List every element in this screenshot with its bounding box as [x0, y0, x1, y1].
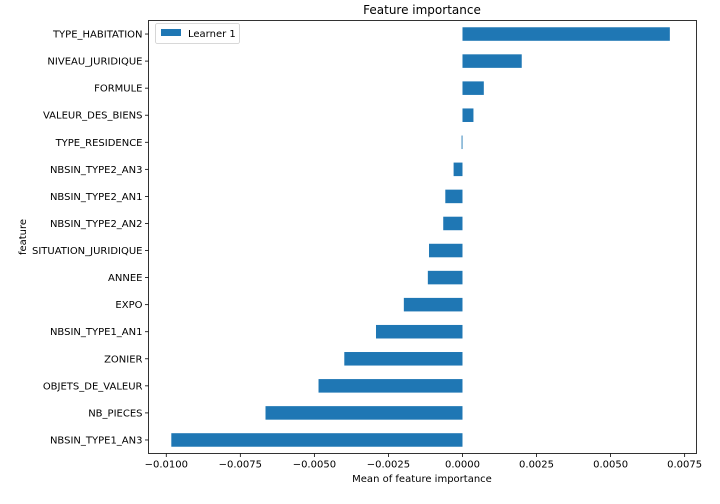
y-tick-label: TYPE_RESIDENCE [55, 138, 143, 149]
y-tick-label: NBSIN_TYPE2_AN2 [50, 219, 143, 230]
y-tick-label: FORMULE [94, 84, 142, 95]
y-tick-label: NBSIN_TYPE1_AN3 [50, 435, 143, 446]
bar-valeur-des-biens [462, 108, 474, 122]
y-tick-label: EXPO [115, 300, 142, 311]
x-tick-label: −0.0025 [367, 460, 410, 471]
x-axis-ticks: −0.0100 −0.0075 −0.0050 −0.0025 0.0000 0.0025… [145, 453, 702, 471]
y-axis-title: feature [18, 219, 29, 255]
bar-nbsin-type2-an1 [445, 189, 463, 204]
bar-formule [462, 81, 484, 95]
legend-swatch [161, 29, 181, 36]
bar-nbsin-type2-an2 [443, 216, 463, 231]
legend: Learner 1 [155, 23, 240, 44]
bar-nb-pieces [265, 406, 463, 420]
bar-niveau-juridique [462, 54, 522, 68]
y-tick-label: ZONIER [104, 354, 142, 365]
bar-expo [403, 297, 463, 312]
y-tick-label: NBSIN_TYPE2_AN3 [50, 165, 143, 176]
bar-nbsin-type1-an3 [171, 433, 463, 447]
legend-label: Learner 1 [188, 29, 236, 40]
bar-annee [427, 270, 463, 285]
x-tick-label: 0.0050 [593, 460, 628, 471]
bar-type-habitation [462, 27, 670, 41]
x-tick-label: −0.0075 [219, 460, 262, 471]
bar-nbsin-type2-an3 [453, 162, 463, 177]
y-tick-label: NBSIN_TYPE2_AN1 [50, 192, 143, 203]
y-tick-label: NBSIN_TYPE1_AN1 [50, 327, 143, 338]
y-tick-label: TYPE_HABITATION [52, 30, 143, 41]
x-tick-label: 0.0025 [519, 460, 554, 471]
bar-objets-de-valeur [318, 379, 463, 393]
x-axis-title: Mean of feature importance [352, 474, 492, 485]
y-axis-ticks: TYPE_HABITATION NIVEAU_JURIDIQUE FORMULE VA… [32, 30, 149, 446]
bars-group [171, 27, 670, 447]
y-tick-label: VALEUR_DES_BIENS [43, 111, 143, 122]
legend-frame [155, 23, 240, 44]
x-tick-label: −0.0050 [293, 460, 336, 471]
bar-situation-juridique [429, 243, 463, 258]
bar-nbsin-type1-an1 [375, 324, 463, 339]
y-tick-label: ANNEE [108, 273, 142, 284]
plot-frame [148, 20, 697, 454]
bar-type-residence [461, 135, 463, 150]
bar-zonier [344, 352, 463, 366]
y-tick-label: OBJETS_DE_VALEUR [43, 381, 143, 392]
y-tick-label: NB_PIECES [88, 408, 142, 419]
x-tick-label: −0.0100 [145, 460, 188, 471]
x-tick-label: 0.0000 [445, 460, 480, 471]
x-tick-label: 0.0075 [667, 460, 702, 471]
chart-title: Feature importance [363, 3, 481, 17]
y-tick-label: NIVEAU_JURIDIQUE [47, 57, 142, 68]
y-tick-label: SITUATION_JURIDIQUE [32, 246, 143, 257]
